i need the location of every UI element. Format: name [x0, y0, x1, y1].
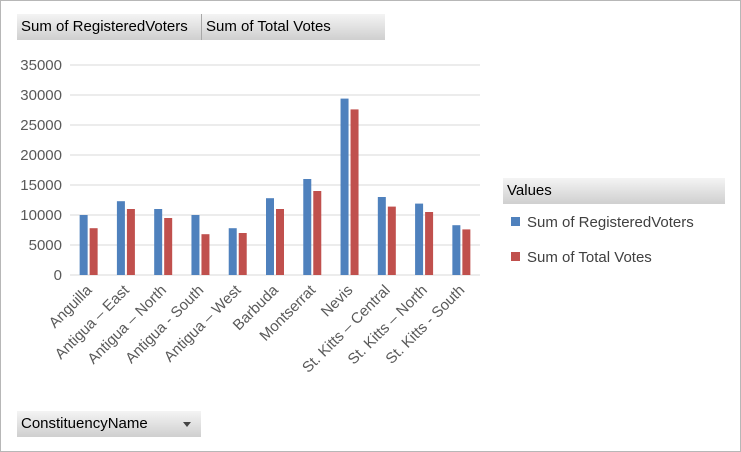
bar-total-0[interactable] [89, 228, 98, 275]
legend-swatch-total [511, 252, 520, 261]
y-tick-label: 20000 [20, 147, 62, 164]
sum-total-votes-field-button[interactable]: Sum of Total Votes [201, 14, 385, 40]
bar-total-4[interactable] [238, 233, 247, 275]
y-tick-label: 5000 [29, 237, 62, 254]
legend-item-total: Sum of Total Votes [511, 248, 652, 268]
legend-swatch-registered [511, 217, 520, 226]
legend-item-registered: Sum of RegisteredVoters [511, 213, 694, 233]
bar-total-1[interactable] [126, 209, 135, 275]
y-tick-label: 10000 [20, 207, 62, 224]
bar-total-8[interactable] [387, 206, 396, 275]
bar-registered-6[interactable] [303, 179, 312, 275]
bar-total-10[interactable] [462, 229, 471, 275]
bar-total-3[interactable] [201, 234, 210, 275]
bar-registered-9[interactable] [415, 203, 424, 275]
constituency-name-label: ConstituencyName [21, 415, 148, 432]
bar-total-6[interactable] [313, 191, 322, 275]
bar-registered-3[interactable] [191, 215, 200, 275]
bar-registered-0[interactable] [79, 215, 88, 275]
bar-total-9[interactable] [425, 212, 434, 275]
bar-total-5[interactable] [276, 209, 284, 275]
legend-label-registered: Sum of RegisteredVoters [527, 214, 694, 231]
legend-label-total: Sum of Total Votes [527, 249, 652, 266]
y-tick-label: 0 [54, 267, 62, 284]
y-tick-label: 30000 [20, 87, 62, 104]
sum-registered-voters-field-button[interactable]: Sum of RegisteredVoters [17, 14, 201, 40]
bar-registered-2[interactable] [154, 209, 163, 275]
y-tick-label: 35000 [20, 57, 62, 74]
bar-registered-4[interactable] [228, 228, 237, 275]
y-tick-label: 25000 [20, 117, 62, 134]
bar-registered-1[interactable] [116, 201, 125, 275]
bar-total-7[interactable] [350, 109, 359, 276]
bar-registered-5[interactable] [266, 198, 274, 275]
constituency-name-field-button[interactable]: ConstituencyName [17, 411, 201, 437]
bar-registered-7[interactable] [340, 98, 349, 275]
bar-registered-10[interactable] [452, 225, 461, 275]
values-field-button[interactable]: Values [503, 178, 725, 204]
bar-total-2[interactable] [164, 218, 173, 275]
y-tick-label: 15000 [20, 177, 62, 194]
bar-registered-8[interactable] [377, 197, 386, 275]
dropdown-arrow-icon[interactable] [183, 422, 191, 427]
